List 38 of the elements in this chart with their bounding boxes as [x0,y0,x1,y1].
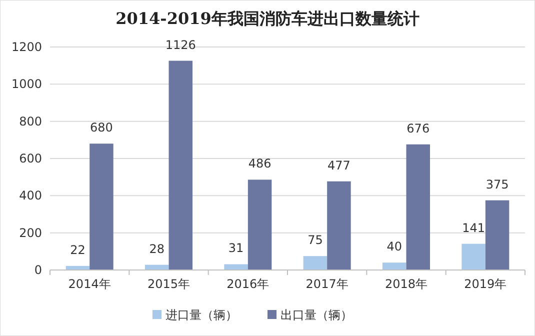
y-tick-label: 400 [19,188,42,203]
bar [382,262,406,270]
data-label: 680 [90,120,113,135]
data-label: 477 [328,158,350,172]
data-label: 31 [228,241,244,256]
data-label: 1126 [165,38,196,52]
data-label: 676 [406,121,430,136]
y-tick-label: 800 [19,114,42,128]
bar [462,244,486,270]
bar [168,60,192,270]
chart-title: 2014-2019年我国消防车进出口数量统计 [116,9,420,28]
data-label: 28 [149,242,165,256]
x-tick-label: 2019年 [464,277,507,291]
data-label: 40 [386,240,402,254]
x-tick-label: 2015年 [147,277,190,291]
x-tick-label: 2016年 [226,277,270,291]
y-tick-label: 200 [19,226,42,240]
bar [303,256,328,270]
legend-label: 进口量（辆） [166,308,238,322]
y-tick-label: 0 [34,263,42,277]
bar [248,180,272,270]
x-tick-label: 2017年 [306,277,348,291]
bar [224,264,248,270]
data-label: 486 [248,156,272,171]
y-tick-label: 1000 [11,77,42,92]
bar [406,144,430,270]
y-tick-label: 600 [19,152,42,166]
x-tick-label: 2018年 [384,277,428,291]
legend-label: 出口量（辆） [280,308,352,322]
data-label: 22 [70,242,86,257]
data-label: 75 [308,233,323,248]
bar [485,200,510,270]
bar [90,144,114,270]
x-tick-label: 2014年 [68,277,111,291]
data-label: 141 [462,220,485,235]
bar [327,181,351,270]
y-tick-label: 1200 [11,40,42,54]
data-label: 375 [486,177,509,192]
